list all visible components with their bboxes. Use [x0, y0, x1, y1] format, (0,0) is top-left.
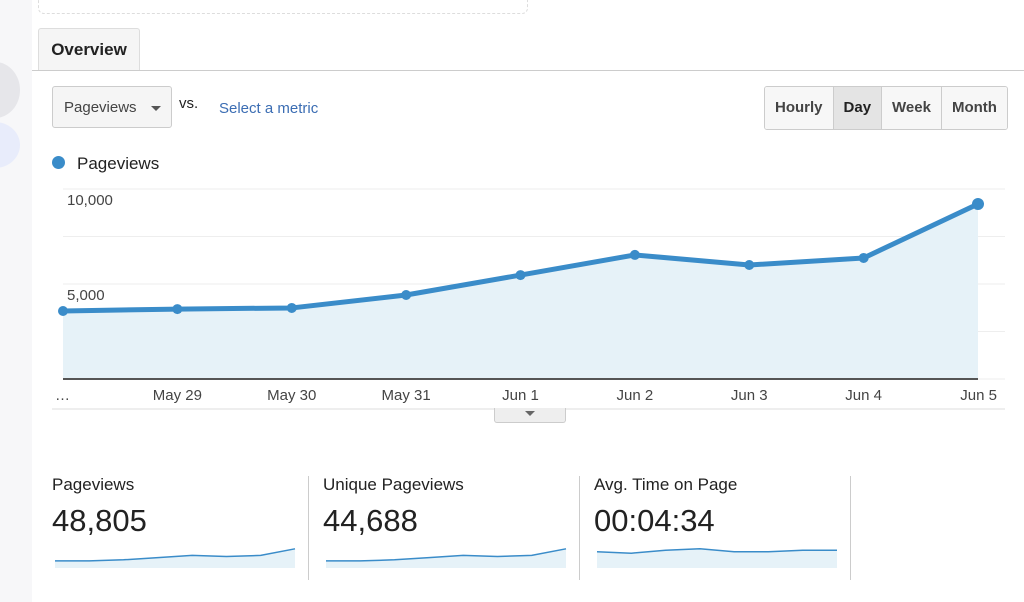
- scorecard-value: 44,688: [323, 503, 418, 538]
- scorecard-2[interactable]: Avg. Time on Page 00:04:34: [594, 475, 849, 580]
- chevron-down-icon: [151, 106, 161, 111]
- data-point: [972, 198, 984, 211]
- x-tick-label: …: [55, 387, 70, 404]
- sparkline: [326, 548, 567, 562]
- sparkline: [55, 548, 296, 562]
- x-tick-label: Jun 1: [502, 387, 539, 404]
- y-tick-label: 10,000: [67, 192, 113, 209]
- scorecard-label: Pageviews: [52, 475, 135, 494]
- series-dot-icon: [52, 156, 65, 169]
- scorecard-value: 48,805: [52, 503, 147, 538]
- sidebar-avatar[interactable]: [0, 62, 20, 118]
- scorecard-divider: [579, 476, 580, 580]
- scorecard-value: 00:04:34: [594, 503, 715, 538]
- sparkline-area: [55, 548, 295, 568]
- sparkline-area: [326, 548, 566, 568]
- x-tick-label: Jun 3: [731, 387, 768, 404]
- week-button[interactable]: Week: [881, 87, 941, 129]
- scorecard-divider: [308, 476, 309, 580]
- divider: [32, 70, 1024, 71]
- granularity-toggle: Hourly Day Week Month: [764, 86, 1008, 130]
- y-tick-label: 5,000: [67, 287, 105, 304]
- scorecard-divider: [850, 476, 851, 580]
- month-button[interactable]: Month: [940, 87, 1007, 129]
- data-point: [58, 305, 68, 316]
- left-sidebar: [0, 0, 32, 602]
- data-point: [515, 270, 526, 281]
- sidebar-avatar-2[interactable]: [0, 122, 20, 168]
- data-point: [744, 260, 755, 270]
- hourly-button[interactable]: Hourly: [765, 87, 833, 129]
- chart-legend: Pageviews: [52, 154, 159, 174]
- chart-collapse-handle[interactable]: [494, 408, 566, 423]
- scorecard-label: Unique Pageviews: [323, 475, 464, 494]
- day-button[interactable]: Day: [832, 87, 882, 129]
- scorecard-1[interactable]: Unique Pageviews 44,688: [323, 475, 578, 580]
- x-tick-label: May 30: [267, 387, 316, 404]
- metric-select-value: Pageviews: [64, 99, 137, 116]
- data-point: [286, 302, 297, 313]
- series-area: [63, 204, 978, 379]
- scorecard-label: Avg. Time on Page: [594, 475, 738, 494]
- data-point: [401, 290, 412, 301]
- x-tick-label: Jun 4: [845, 387, 882, 404]
- sparkline-area: [597, 548, 837, 568]
- legend-label: Pageviews: [77, 154, 160, 173]
- data-point: [629, 249, 640, 260]
- scorecard-0[interactable]: Pageviews 48,805: [52, 475, 307, 580]
- select-metric-link[interactable]: Select a metric: [219, 100, 319, 117]
- x-tick-label: May 29: [153, 387, 202, 404]
- x-tick-label: May 31: [382, 387, 431, 404]
- x-tick-label: Jun 2: [617, 387, 654, 404]
- data-point: [858, 252, 869, 263]
- segment-drop-area: [38, 0, 528, 14]
- data-point: [172, 304, 183, 315]
- vs-label: vs.: [179, 95, 199, 112]
- tab-overview[interactable]: Overview: [38, 28, 140, 71]
- sparkline: [596, 548, 837, 554]
- x-tick-label: Jun 5: [960, 387, 997, 404]
- metric-select[interactable]: Pageviews: [52, 86, 172, 128]
